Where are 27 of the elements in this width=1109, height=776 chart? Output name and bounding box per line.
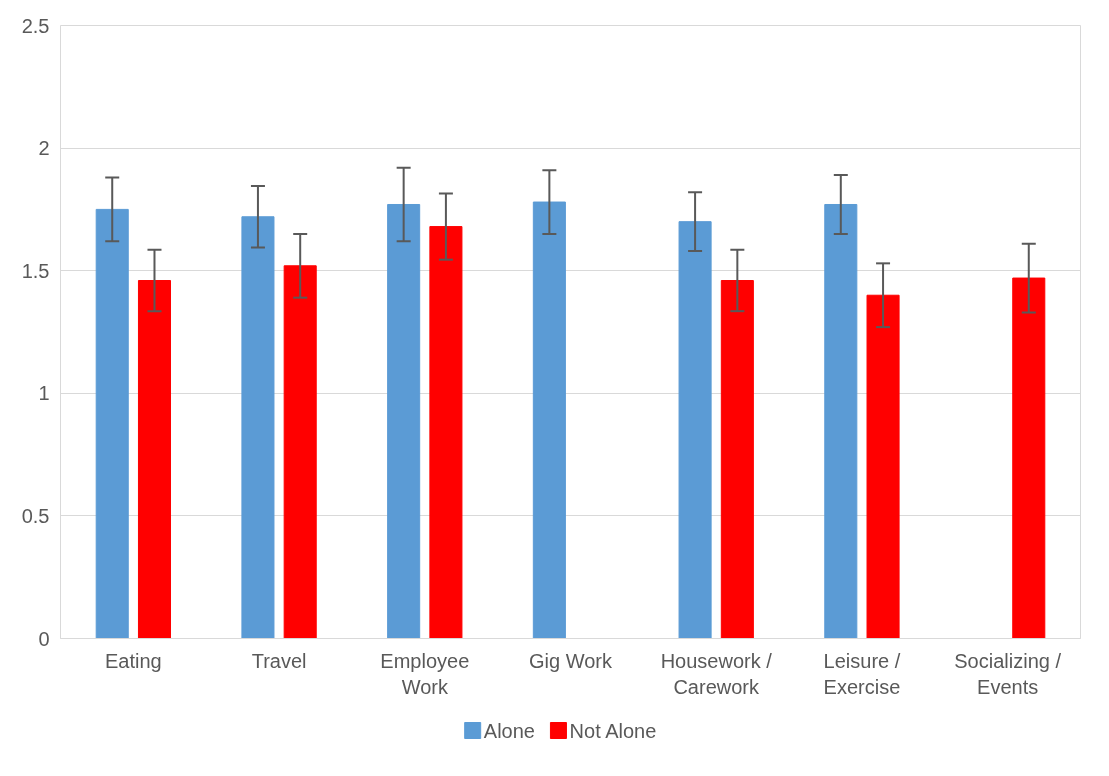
y-tick-label: 1.5 [21,259,50,282]
bar [429,226,463,639]
bar [283,265,317,639]
bar [241,216,275,639]
x-tick-label: Leisure / Exercise [823,649,901,698]
y-tick-label: 2 [38,137,50,160]
x-tick-label: Housework / Carework [660,649,773,698]
bar [678,221,712,639]
x-tick-label: Travel [251,649,307,672]
bar [1012,277,1046,639]
x-tick-label: Eating [105,649,162,672]
bar [95,208,129,639]
bar [532,201,566,639]
bar [866,294,900,639]
y-tick-label: 0 [38,627,50,650]
x-tick-label: Employee Work [380,649,470,698]
y-tick-label: 2.5 [21,14,50,37]
bar [824,204,858,639]
x-tick-label: Gig Work [529,649,613,672]
legend-label: Not Alone [569,719,657,742]
legend-label: Alone [483,719,535,742]
y-tick-label: 0.5 [21,504,50,527]
bar [387,204,421,639]
bar [720,280,754,639]
bar [137,280,172,639]
y-tick-label: 1 [38,382,50,405]
x-tick-label: Socializing / Events [954,649,1062,698]
